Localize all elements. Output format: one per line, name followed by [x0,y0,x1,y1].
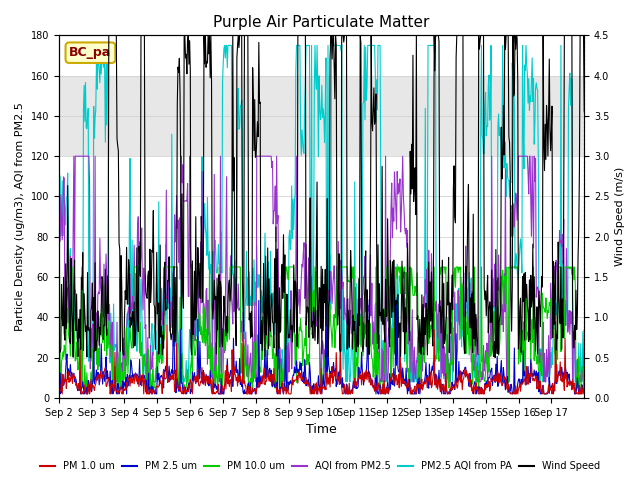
Y-axis label: Particle Density (ug/m3), AQI from PM2.5: Particle Density (ug/m3), AQI from PM2.5 [15,102,25,331]
Y-axis label: Wind Speed (m/s): Wind Speed (m/s) [615,167,625,266]
Legend: PM 1.0 um, PM 2.5 um, PM 10.0 um, AQI from PM2.5, PM2.5 AQI from PA, Wind Speed: PM 1.0 um, PM 2.5 um, PM 10.0 um, AQI fr… [36,457,604,475]
Title: Purple Air Particulate Matter: Purple Air Particulate Matter [213,15,429,30]
Text: BC_pa: BC_pa [69,46,111,59]
Bar [59,76,584,156]
X-axis label: Time: Time [306,423,337,436]
